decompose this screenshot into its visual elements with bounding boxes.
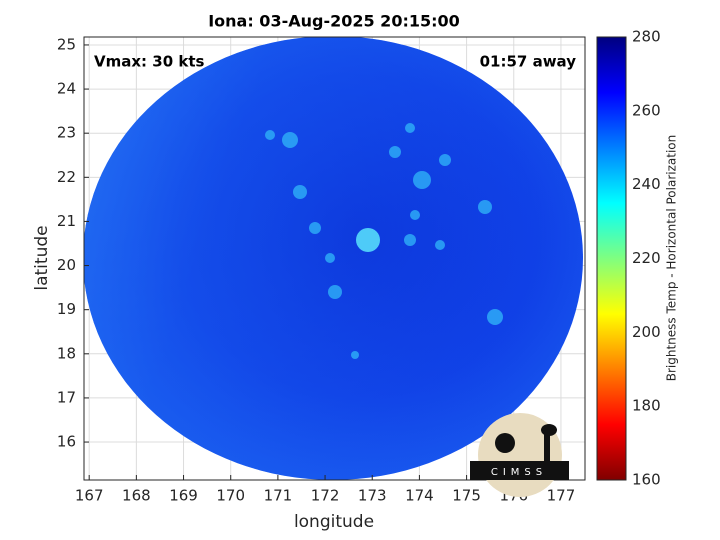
x-tick-label: 170 (216, 487, 245, 505)
x-axis-label: longitude (294, 512, 374, 532)
colorbar-tick-label: 160 (632, 471, 661, 489)
x-tick-label: 171 (264, 487, 293, 505)
x-tick-label: 173 (358, 487, 387, 505)
y-tick-label: 21 (57, 212, 76, 230)
y-tick-label: 23 (57, 124, 76, 142)
annotation: Vmax: 30 kts (94, 53, 204, 71)
colorbar-tick-label: 180 (632, 397, 661, 415)
image (84, 37, 583, 480)
colorbar-tick-label: 220 (632, 249, 661, 267)
colorbar-tick-label: 260 (632, 101, 661, 119)
colorbar-tick-label: 240 (632, 175, 661, 193)
x-tick-label: 168 (122, 487, 151, 505)
y-tick-label: 24 (57, 80, 76, 98)
y-tick-label: 16 (57, 433, 76, 451)
y-tick-label: 18 (57, 344, 76, 362)
colorbar-tick-label: 280 (632, 28, 661, 46)
x-tick-label: 177 (547, 487, 576, 505)
logo-text: CIMSS (491, 467, 547, 478)
colorbar-tick-label: 200 (632, 323, 661, 341)
plot-frame (83, 36, 586, 481)
x-tick-label: 167 (75, 487, 104, 505)
x-tick-label: 174 (405, 487, 434, 505)
y-tick-label: 20 (57, 256, 76, 274)
colorbar (596, 36, 627, 481)
annotation: 01:57 away (480, 53, 577, 71)
y-tick-label: 19 (57, 300, 76, 318)
y-axis-label: latitude (32, 225, 52, 290)
logo: CIMSS (470, 413, 569, 497)
y-tick-label: 17 (57, 388, 76, 406)
x-tick-label: 175 (452, 487, 481, 505)
chart-title: Iona: 03-Aug-2025 20:15:00 (208, 12, 460, 31)
y-tick-label: 25 (57, 35, 76, 53)
x-tick-label: 172 (311, 487, 340, 505)
y-tick-label: 22 (57, 168, 76, 186)
colorbar-label: Brightness Temp - Horizontal Polarizatio… (665, 135, 679, 382)
x-tick-label: 169 (169, 487, 198, 505)
